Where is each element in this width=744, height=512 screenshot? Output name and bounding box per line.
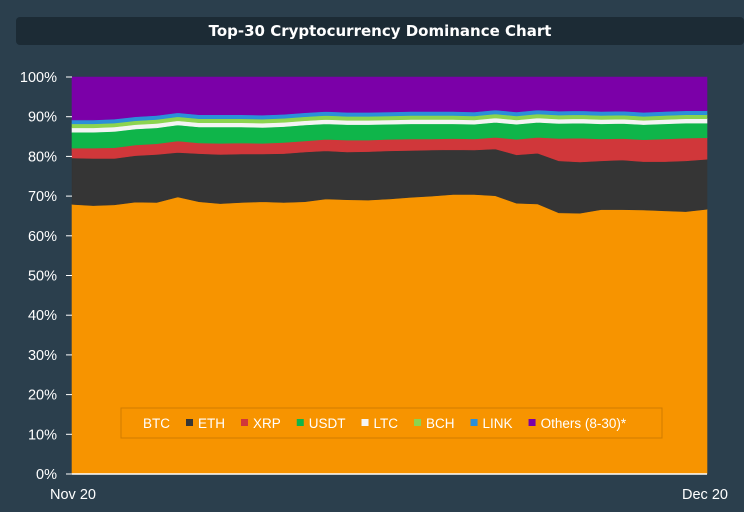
legend-swatch-ltc	[361, 419, 369, 426]
y-axis-ticks: 0% 10% 20% 30% 40% 50% 60% 70% 80% 90% 100%	[20, 70, 72, 483]
y-tick-label: 10%	[28, 427, 57, 443]
series-areas	[71, 76, 708, 475]
y-tick-label: 70%	[28, 189, 57, 205]
legend-swatch-link	[470, 419, 478, 426]
x-axis-ticks: Nov 20 Dec 20	[50, 487, 728, 503]
legend-swatch-xrp	[241, 419, 248, 426]
chart-title: Top-30 Cryptocurrency Dominance Chart	[16, 17, 744, 45]
legend-label-others-8-30: Others (8-30)*	[541, 416, 627, 431]
y-tick-label: 40%	[28, 308, 57, 324]
legend: BTC ETH XRP USDT LTC BCH LINK Others (8-30)*	[120, 407, 663, 439]
legend-box	[120, 407, 663, 439]
y-tick-label: 20%	[28, 388, 57, 404]
legend-label-eth: ETH	[198, 416, 225, 431]
legend-label-ltc: LTC	[374, 416, 399, 431]
legend-swatch-bch	[414, 419, 422, 426]
legend-swatch-others-8-30	[528, 419, 536, 426]
legend-label-usdt: USDT	[309, 416, 346, 431]
legend-label-btc: BTC	[143, 416, 170, 431]
legend-label-bch: BCH	[426, 416, 455, 431]
y-tick-label: 0%	[36, 467, 57, 483]
y-tick-label: 100%	[20, 70, 57, 86]
x-tick-label: Dec 20	[682, 487, 728, 503]
y-tick-label: 90%	[28, 110, 57, 126]
legend-swatch-usdt	[296, 419, 304, 426]
y-tick-label: 30%	[28, 348, 57, 364]
legend-label-link: LINK	[483, 416, 513, 431]
legend-swatch-eth	[186, 419, 193, 426]
y-tick-label: 60%	[28, 229, 57, 245]
y-tick-label: 50%	[28, 269, 57, 285]
legend-label-xrp: XRP	[253, 416, 281, 431]
legend-swatch-btc	[131, 419, 138, 426]
x-tick-label: Nov 20	[50, 487, 96, 503]
area-others-8-30	[71, 76, 708, 121]
y-tick-label: 80%	[28, 149, 57, 165]
